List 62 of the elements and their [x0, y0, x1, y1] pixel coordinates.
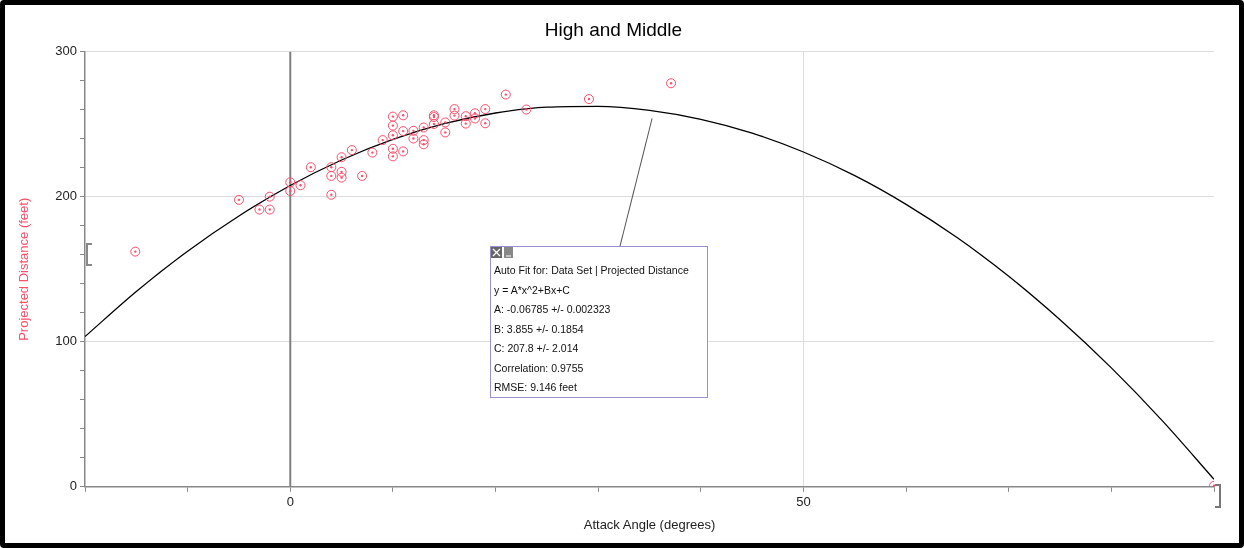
- point: [336, 166, 347, 177]
- point: [387, 151, 398, 162]
- point: [666, 78, 677, 89]
- point: [449, 104, 460, 115]
- point: [408, 133, 419, 144]
- point: [285, 186, 296, 196]
- annotation: A: -0.06785 +/- 0.002323: [494, 302, 612, 317]
- point: [418, 135, 429, 146]
- point: [521, 104, 532, 115]
- chart-title: High and Middle: [544, 18, 683, 40]
- point: [449, 110, 460, 121]
- point: [428, 119, 439, 130]
- point: [254, 204, 265, 215]
- point: [326, 170, 337, 181]
- point: [460, 111, 471, 122]
- point: [398, 146, 409, 157]
- point: [357, 170, 368, 181]
- point: [418, 122, 429, 133]
- y-axis-title: Projected Distance (feet): [16, 197, 32, 341]
- point: [583, 94, 594, 105]
- annotation: Auto Fit for: Data Set | Projected Distance: [494, 263, 690, 278]
- point: [470, 108, 481, 119]
- annotation: C: 207.8 +/- 2.014: [494, 341, 580, 356]
- annotation: RMSE: 9.146 feet: [494, 380, 578, 395]
- point: [377, 135, 388, 146]
- point: [387, 143, 398, 154]
- point: [387, 111, 398, 122]
- point: [336, 172, 347, 183]
- point: [326, 189, 337, 200]
- point: [387, 130, 398, 141]
- point: [418, 139, 429, 150]
- y-tick-label: 0: [69, 478, 77, 494]
- point: [387, 120, 398, 131]
- x-axis-title: Attack Angle (degrees): [583, 516, 716, 532]
- point: [440, 127, 451, 138]
- annotation: Correlation: 0.9755: [494, 360, 585, 376]
- y-tick-label: 300: [55, 43, 77, 59]
- y-tick-label: 100: [55, 333, 77, 349]
- point: [336, 152, 347, 163]
- point: [295, 180, 306, 191]
- annotation: y = A*x^2+Bx+C: [494, 282, 571, 298]
- point: [480, 104, 491, 115]
- point: [346, 145, 357, 156]
- point: [326, 162, 337, 173]
- x-tick-label: 50: [796, 494, 811, 510]
- point: [367, 147, 378, 158]
- point: [460, 118, 471, 129]
- point: [305, 162, 316, 173]
- annotation: B: 3.855 +/- 0.1854: [494, 321, 585, 337]
- point: [264, 204, 275, 215]
- point: [398, 126, 409, 137]
- point: [233, 194, 244, 205]
- point: [264, 191, 275, 202]
- point: [408, 125, 419, 136]
- point: [500, 89, 511, 100]
- point: [130, 246, 141, 257]
- point: [440, 117, 451, 128]
- y-tick-label: 200: [55, 188, 77, 204]
- point: [480, 118, 491, 129]
- point: [398, 110, 409, 121]
- point: [285, 177, 296, 188]
- point: [470, 113, 481, 124]
